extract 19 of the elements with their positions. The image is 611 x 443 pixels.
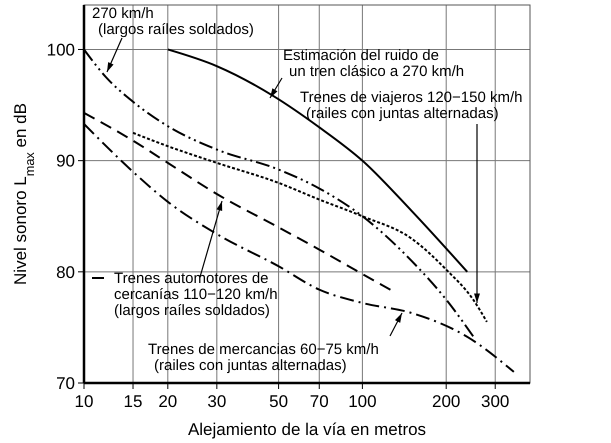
x-tick-label: 15 — [124, 392, 142, 411]
series-label: Estimación del ruido de un tren clásico a 270 km/h — [283, 47, 464, 80]
y-tick-label: 70 — [56, 374, 75, 393]
y-tick-label: 90 — [56, 152, 75, 171]
x-axis-title: Alejamiento de la vía en metros — [188, 420, 426, 439]
y-tick-label: 100 — [46, 40, 75, 60]
x-tick-label: 30 — [207, 392, 226, 411]
legend-label: Trenes de viajeros 120−150 km/h (railes con juntas alternadas) — [300, 89, 522, 122]
x-tick-label: 50 — [269, 392, 288, 411]
series-label: 270 km/h (largos raíles soldados) — [92, 5, 254, 38]
x-tick-label: 300 — [481, 392, 510, 411]
x-tick-label: 70 — [310, 392, 329, 411]
x-tick-label: 200 — [432, 392, 460, 411]
x-tick-label: 10 — [74, 392, 94, 411]
y-tick-label: 80 — [56, 262, 75, 282]
legend-label: Trenes automotores de cercanías 110−120 km/h (largos raíles soldados) — [114, 270, 278, 319]
x-tick-label: 100 — [348, 392, 377, 411]
text: Trenes de mercancias 60−75 km/h (railes con juntas alternadas) — [148, 341, 379, 374]
x-tick-label: 20 — [158, 392, 178, 411]
